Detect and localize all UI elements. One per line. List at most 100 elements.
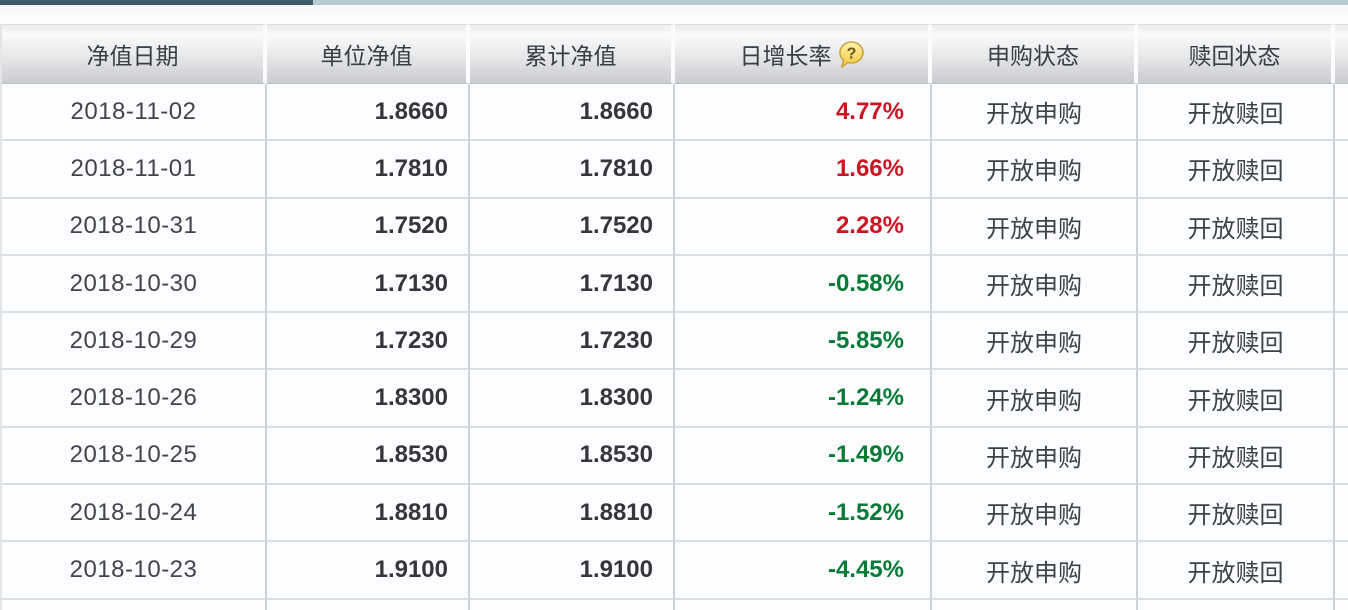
table-row: 2018-10-29 1.7230 1.7230 -5.85% 开放申购 开放赎… xyxy=(2,313,1348,371)
purchase-status-cell: 开放申购 xyxy=(932,542,1138,600)
top-tab-strip-track xyxy=(313,0,1348,5)
column-header-label: 赎回状态 xyxy=(1188,43,1281,69)
clipped-cell xyxy=(470,599,675,610)
column-header-label: 单位净值 xyxy=(320,43,413,69)
cumulative-nav-cell: 1.8810 xyxy=(470,485,675,543)
column-header-daily-growth: 日增长率 ? xyxy=(675,24,932,84)
clipped-cell xyxy=(932,599,1138,610)
cumulative-nav-cell: 1.8530 xyxy=(470,427,675,486)
clipped-cell xyxy=(1335,84,1348,142)
unit-nav-cell: 1.9100 xyxy=(267,542,470,600)
purchase-status-cell: 开放申购 xyxy=(932,370,1138,428)
clipped-cell xyxy=(1335,427,1348,486)
nav-date-cell: 2018-10-26 xyxy=(2,370,267,428)
clipped-cell xyxy=(267,599,470,610)
purchase-status-cell: 开放申购 xyxy=(932,313,1138,371)
cumulative-nav-cell: 1.9100 xyxy=(470,542,675,600)
redeem-status-cell: 开放赎回 xyxy=(1138,542,1335,600)
nav-date-cell: 2018-10-25 xyxy=(2,427,267,486)
purchase-status-cell: 开放申购 xyxy=(932,141,1138,199)
nav-date-cell: 2018-10-24 xyxy=(2,485,267,543)
cumulative-nav-cell: 1.7130 xyxy=(470,255,675,314)
table-row: 2018-10-31 1.7520 1.7520 2.28% 开放申购 开放赎回 xyxy=(2,198,1348,256)
daily-growth-cell: -1.49% xyxy=(675,427,932,486)
table-row-clipped xyxy=(2,599,1348,610)
unit-nav-cell: 1.8530 xyxy=(267,427,470,486)
question-balloon-icon[interactable]: ? xyxy=(838,40,864,68)
clipped-cell xyxy=(1335,255,1348,314)
cumulative-nav-cell: 1.8660 xyxy=(470,84,675,142)
column-header-label: 累计净值 xyxy=(524,43,617,69)
redeem-status-cell: 开放赎回 xyxy=(1138,141,1335,199)
redeem-status-cell: 开放赎回 xyxy=(1138,84,1335,142)
nav-date-cell: 2018-10-31 xyxy=(2,198,267,256)
daily-growth-cell: 4.77% xyxy=(675,84,932,142)
unit-nav-cell: 1.7130 xyxy=(267,255,470,314)
column-header-purchase-status: 申购状态 xyxy=(932,24,1138,84)
column-header-label: 日增长率 xyxy=(739,43,832,69)
unit-nav-cell: 1.8660 xyxy=(267,84,470,142)
table-header-row: 净值日期 单位净值 累计净值 日增长率 xyxy=(2,24,1348,84)
purchase-status-cell: 开放申购 xyxy=(932,427,1138,486)
top-tab-strip xyxy=(0,0,1348,5)
unit-nav-cell: 1.8810 xyxy=(267,485,470,543)
redeem-status-cell: 开放赎回 xyxy=(1138,255,1335,314)
purchase-status-cell: 开放申购 xyxy=(932,255,1138,314)
cumulative-nav-cell: 1.7810 xyxy=(470,141,675,199)
nav-date-cell: 2018-10-23 xyxy=(2,542,267,600)
nav-date-cell: 2018-11-02 xyxy=(2,84,267,142)
column-header-label: 净值日期 xyxy=(86,43,179,69)
clipped-cell xyxy=(1335,313,1348,371)
clipped-cell xyxy=(1335,485,1348,543)
table-row: 2018-11-01 1.7810 1.7810 1.66% 开放申购 开放赎回 xyxy=(2,141,1348,199)
redeem-status-cell: 开放赎回 xyxy=(1138,427,1335,486)
clipped-cell xyxy=(1335,370,1348,428)
redeem-status-cell: 开放赎回 xyxy=(1138,485,1335,543)
unit-nav-cell: 1.8300 xyxy=(267,370,470,428)
column-header-redeem-status: 赎回状态 xyxy=(1138,24,1335,84)
column-header-nav-date: 净值日期 xyxy=(2,24,267,84)
purchase-status-cell: 开放申购 xyxy=(932,198,1138,256)
nav-date-cell: 2018-10-29 xyxy=(2,313,267,371)
column-header-unit-nav: 单位净值 xyxy=(267,24,470,84)
cumulative-nav-cell: 1.7230 xyxy=(470,313,675,371)
cumulative-nav-cell: 1.7520 xyxy=(470,198,675,256)
redeem-status-cell: 开放赎回 xyxy=(1138,198,1335,256)
clipped-cell xyxy=(675,599,932,610)
top-tab-strip-active-segment[interactable] xyxy=(0,0,313,5)
purchase-status-cell: 开放申购 xyxy=(932,84,1138,142)
redeem-status-cell: 开放赎回 xyxy=(1138,370,1335,428)
clipped-cell xyxy=(1138,599,1335,610)
unit-nav-cell: 1.7520 xyxy=(267,198,470,256)
nav-history-table: 净值日期 单位净值 累计净值 日增长率 xyxy=(0,24,1348,610)
table-row: 2018-11-02 1.8660 1.8660 4.77% 开放申购 开放赎回 xyxy=(2,84,1348,142)
daily-growth-cell: -5.85% xyxy=(675,313,932,371)
table-row: 2018-10-26 1.8300 1.8300 -1.24% 开放申购 开放赎… xyxy=(2,370,1348,428)
daily-growth-cell: -4.45% xyxy=(675,542,932,600)
daily-growth-cell: 2.28% xyxy=(675,198,932,256)
clipped-cell xyxy=(1335,599,1348,610)
table-row: 2018-10-30 1.7130 1.7130 -0.58% 开放申购 开放赎… xyxy=(2,255,1348,314)
clipped-cell xyxy=(1335,542,1348,600)
daily-growth-cell: 1.66% xyxy=(675,141,932,199)
header-spacer xyxy=(0,5,1348,24)
daily-growth-cell: -0.58% xyxy=(675,255,932,314)
nav-date-cell: 2018-10-30 xyxy=(2,255,267,314)
column-header-cumulative-nav: 累计净值 xyxy=(470,24,675,84)
daily-growth-cell: -1.24% xyxy=(675,370,932,428)
daily-growth-cell: -1.52% xyxy=(675,485,932,543)
column-header-label: 申购状态 xyxy=(987,43,1079,69)
table-row: 2018-10-24 1.8810 1.8810 -1.52% 开放申购 开放赎… xyxy=(2,485,1348,543)
table-row: 2018-10-23 1.9100 1.9100 -4.45% 开放申购 开放赎… xyxy=(2,542,1348,600)
svg-text:?: ? xyxy=(846,45,856,62)
nav-date-cell: 2018-11-01 xyxy=(2,141,267,199)
unit-nav-cell: 1.7810 xyxy=(267,141,470,199)
unit-nav-cell: 1.7230 xyxy=(267,313,470,371)
clipped-cell xyxy=(2,599,267,610)
table-row: 2018-10-25 1.8530 1.8530 -1.49% 开放申购 开放赎… xyxy=(2,427,1348,486)
clipped-cell xyxy=(1335,198,1348,256)
column-header-clipped xyxy=(1335,24,1348,84)
purchase-status-cell: 开放申购 xyxy=(932,485,1138,543)
redeem-status-cell: 开放赎回 xyxy=(1138,313,1335,371)
